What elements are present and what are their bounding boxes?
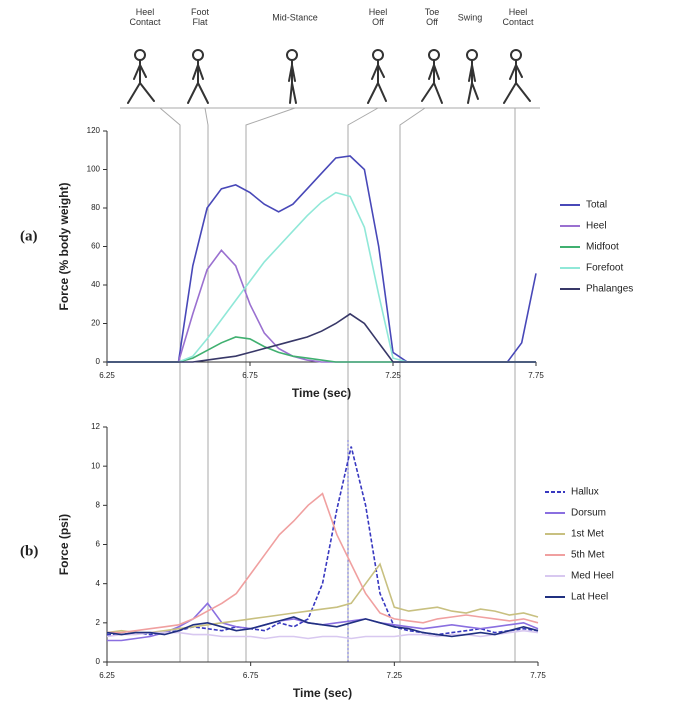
y-axis-label: Force (psi) <box>57 514 71 575</box>
y-tick-label: 0 <box>96 357 101 366</box>
guides <box>120 107 540 662</box>
x-axis-label: Time (sec) <box>292 386 351 400</box>
legend-label: Dorsum <box>571 508 606 519</box>
y-tick-label: 12 <box>91 422 100 431</box>
legend-label: Hallux <box>571 487 599 498</box>
y-tick-label: 120 <box>87 126 101 135</box>
legend-label: Heel <box>586 221 607 232</box>
legend-label: Total <box>586 200 607 211</box>
y-tick-label: 2 <box>96 618 101 627</box>
y-axis-label: Force (% body weight) <box>57 182 71 310</box>
phase-label: Heel Off <box>369 7 388 27</box>
series-line <box>107 191 536 363</box>
phase-label: Heel Contact <box>129 7 161 27</box>
y-tick-label: 80 <box>91 203 100 212</box>
series-line <box>106 616 539 638</box>
phase-label: Swing <box>458 12 483 22</box>
series-line <box>107 312 536 363</box>
legend-label: Midfoot <box>586 242 619 253</box>
y-tick-label: 10 <box>91 461 100 470</box>
x-tick-label: 7.25 <box>387 671 403 680</box>
y-tick-label: 20 <box>91 319 100 328</box>
panel-label: (a) <box>20 228 38 244</box>
x-tick-label: 7.75 <box>530 671 546 680</box>
panel-label: (b) <box>20 543 38 559</box>
legend-label: Phalanges <box>586 284 633 295</box>
y-tick-label: 0 <box>96 657 101 666</box>
phase-label: Toe Off <box>425 7 440 27</box>
series-line <box>107 249 536 363</box>
x-tick-label: 6.25 <box>99 671 115 680</box>
phase-label: Foot Flat <box>191 7 210 27</box>
y-tick-label: 40 <box>91 280 100 289</box>
legend-label: 1st Met <box>571 529 604 540</box>
y-tick-label: 100 <box>87 165 101 174</box>
x-tick-label: 6.25 <box>99 371 115 380</box>
legend-label: Forefoot <box>586 263 623 274</box>
phase-label: Mid-Stance <box>272 12 318 22</box>
series-line <box>107 492 539 634</box>
y-tick-label: 60 <box>91 242 100 251</box>
x-tick-label: 6.75 <box>242 371 258 380</box>
series-line <box>107 336 536 363</box>
x-axis-label: Time (sec) <box>293 686 352 700</box>
walking-figures <box>127 49 531 104</box>
legend-label: Med Heel <box>571 571 614 582</box>
y-tick-label: 4 <box>96 579 101 588</box>
phase-label: Heel Contact <box>502 7 534 27</box>
x-tick-label: 7.25 <box>385 371 401 380</box>
y-tick-label: 8 <box>96 500 101 509</box>
x-tick-label: 7.75 <box>528 371 544 380</box>
series-line <box>107 446 539 636</box>
legend-label: Lat Heel <box>571 592 608 603</box>
legend-label: 5th Met <box>571 550 605 561</box>
series-line <box>106 562 539 634</box>
y-tick-label: 6 <box>96 540 101 549</box>
x-tick-label: 6.75 <box>243 671 259 680</box>
